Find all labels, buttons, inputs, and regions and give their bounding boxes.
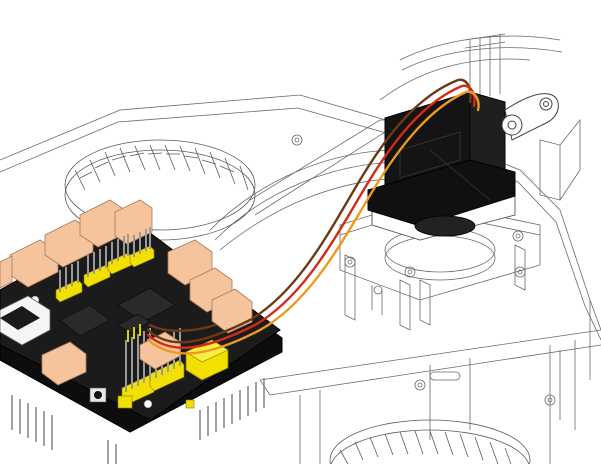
board-edge-pins <box>11 378 265 464</box>
servo-horn <box>501 93 559 141</box>
peach-connectors <box>0 199 253 386</box>
servo-motor <box>367 91 516 237</box>
front-wheel <box>329 419 531 464</box>
rear-wheel <box>64 139 256 241</box>
servo-cable <box>146 78 480 355</box>
